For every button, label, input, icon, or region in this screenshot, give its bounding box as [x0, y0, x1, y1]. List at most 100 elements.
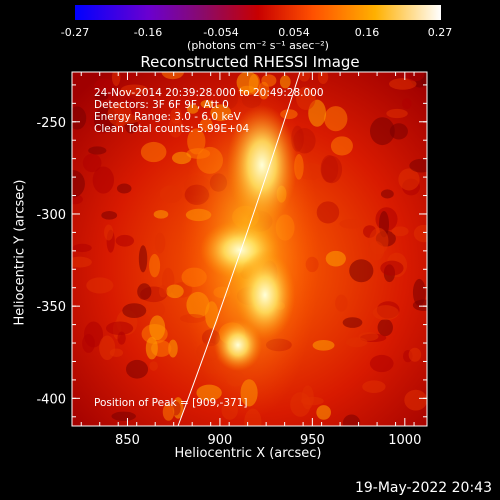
texture-blob	[405, 72, 425, 82]
texture-blob	[386, 108, 408, 119]
texture-blob	[158, 285, 168, 298]
colorbar-tick: -0.27	[60, 26, 90, 39]
texture-blob	[72, 106, 87, 130]
texture-blob	[369, 354, 394, 373]
texture-blob	[115, 234, 135, 247]
plot-frame	[71, 71, 428, 427]
texture-blob	[312, 339, 335, 351]
texture-blob	[94, 91, 109, 101]
texture-blob	[149, 315, 166, 341]
texture-blob	[389, 78, 417, 90]
texture-blob	[161, 72, 185, 80]
texture-blob	[345, 337, 368, 348]
texture-blob	[105, 321, 134, 336]
texture-blob	[316, 405, 332, 420]
texture-blob	[86, 277, 114, 294]
texture-blob	[137, 283, 152, 300]
info-clean: Clean Total counts: 5.99E+04	[94, 123, 250, 135]
colorbar-tick: 0.054	[278, 26, 310, 39]
texture-blob	[171, 151, 192, 165]
y-tick-label: -350	[36, 300, 66, 315]
texture-blob	[369, 227, 389, 255]
x-axis-label: Heliocentric X (arcsec)	[174, 446, 322, 461]
texture-blob	[372, 305, 399, 321]
texture-blob	[290, 392, 311, 417]
colorbar	[75, 5, 441, 20]
texture-blob	[362, 380, 386, 393]
texture-blob	[111, 72, 121, 87]
texture-blob	[145, 301, 166, 319]
emission-peak-blob	[214, 319, 262, 371]
colorbar-tick: -0.16	[133, 26, 163, 39]
texture-blob	[72, 169, 85, 198]
texture-blob	[122, 303, 147, 319]
texture-blob	[320, 155, 339, 183]
texture-blob	[88, 146, 107, 155]
info-time: 24-Nov-2014 20:39:28.000 to 20:49:28.000	[94, 87, 324, 99]
texture-blob	[186, 104, 199, 114]
texture-blob	[101, 211, 118, 220]
texture-blob	[317, 72, 329, 85]
texture-blob	[111, 411, 136, 421]
texture-blob	[82, 334, 95, 353]
axes: 850 900 950 1000 -250 -300 -350 -400	[36, 72, 427, 448]
texture-blob	[296, 86, 316, 111]
texture-blob	[408, 347, 422, 362]
texture-blob	[413, 224, 427, 243]
texture-blob	[325, 250, 346, 267]
y-tick-label: -300	[36, 208, 66, 223]
texture-blob	[116, 183, 132, 194]
texture-blob	[339, 218, 363, 229]
texture-blob	[138, 245, 148, 273]
texture-blob	[377, 318, 393, 337]
x-tick-label: 850	[115, 433, 140, 448]
texture-blob	[369, 117, 395, 146]
texture-blob	[125, 72, 136, 81]
texture-blob	[412, 278, 426, 306]
texture-blob	[401, 98, 412, 110]
texture-blob	[140, 141, 167, 163]
texture-blob	[125, 359, 149, 379]
emission-blob	[235, 250, 295, 340]
texture-blob	[166, 284, 184, 299]
texture-blob	[324, 106, 348, 132]
texture-blob	[409, 158, 427, 173]
solar-limb	[177, 72, 301, 426]
texture-blob	[200, 99, 214, 109]
texture-blob	[391, 226, 409, 237]
texture-blob	[92, 166, 115, 194]
texture-blob	[330, 136, 353, 156]
texture-blob	[349, 259, 374, 283]
x-tick-label: 900	[208, 433, 233, 448]
y-tick-label: -400	[36, 392, 66, 407]
texture-blob	[389, 123, 408, 140]
texture-blob	[342, 414, 361, 426]
texture-blob	[120, 84, 149, 95]
texture-blob	[316, 201, 340, 224]
texture-blob	[72, 243, 92, 253]
texture-blob	[103, 224, 114, 241]
texture-blob	[149, 361, 158, 371]
info-detectors: Detectors: 3F 6F 9F, Att 0	[94, 99, 229, 111]
texture-blob	[117, 331, 126, 345]
colorbar-units: (photons cm⁻² s⁻¹ asec⁻²)	[187, 39, 329, 52]
texture-blob	[279, 75, 291, 89]
x-tick-label: 1000	[388, 433, 421, 448]
y-tick-label: -250	[36, 116, 66, 131]
texture-blob	[145, 336, 158, 360]
texture-blob	[118, 115, 140, 124]
y-axis-label: Heliocentric Y (arcsec)	[12, 179, 28, 326]
info-peak: Position of Peak = [909,-371]	[94, 397, 248, 409]
texture-blob	[380, 189, 394, 199]
texture-blob	[380, 260, 404, 276]
chart-title: Reconstructed RHESSI Image	[140, 53, 360, 71]
colorbar-tick: -0.054	[203, 26, 239, 39]
x-tick-label: 950	[300, 433, 325, 448]
colorbar-tick: 0.16	[354, 26, 380, 39]
texture-blob	[335, 294, 348, 312]
texture-blob	[404, 389, 427, 411]
timestamp: 19-May-2022 20:43	[354, 480, 492, 496]
texture-blob	[153, 210, 169, 219]
texture-blob	[154, 232, 166, 254]
